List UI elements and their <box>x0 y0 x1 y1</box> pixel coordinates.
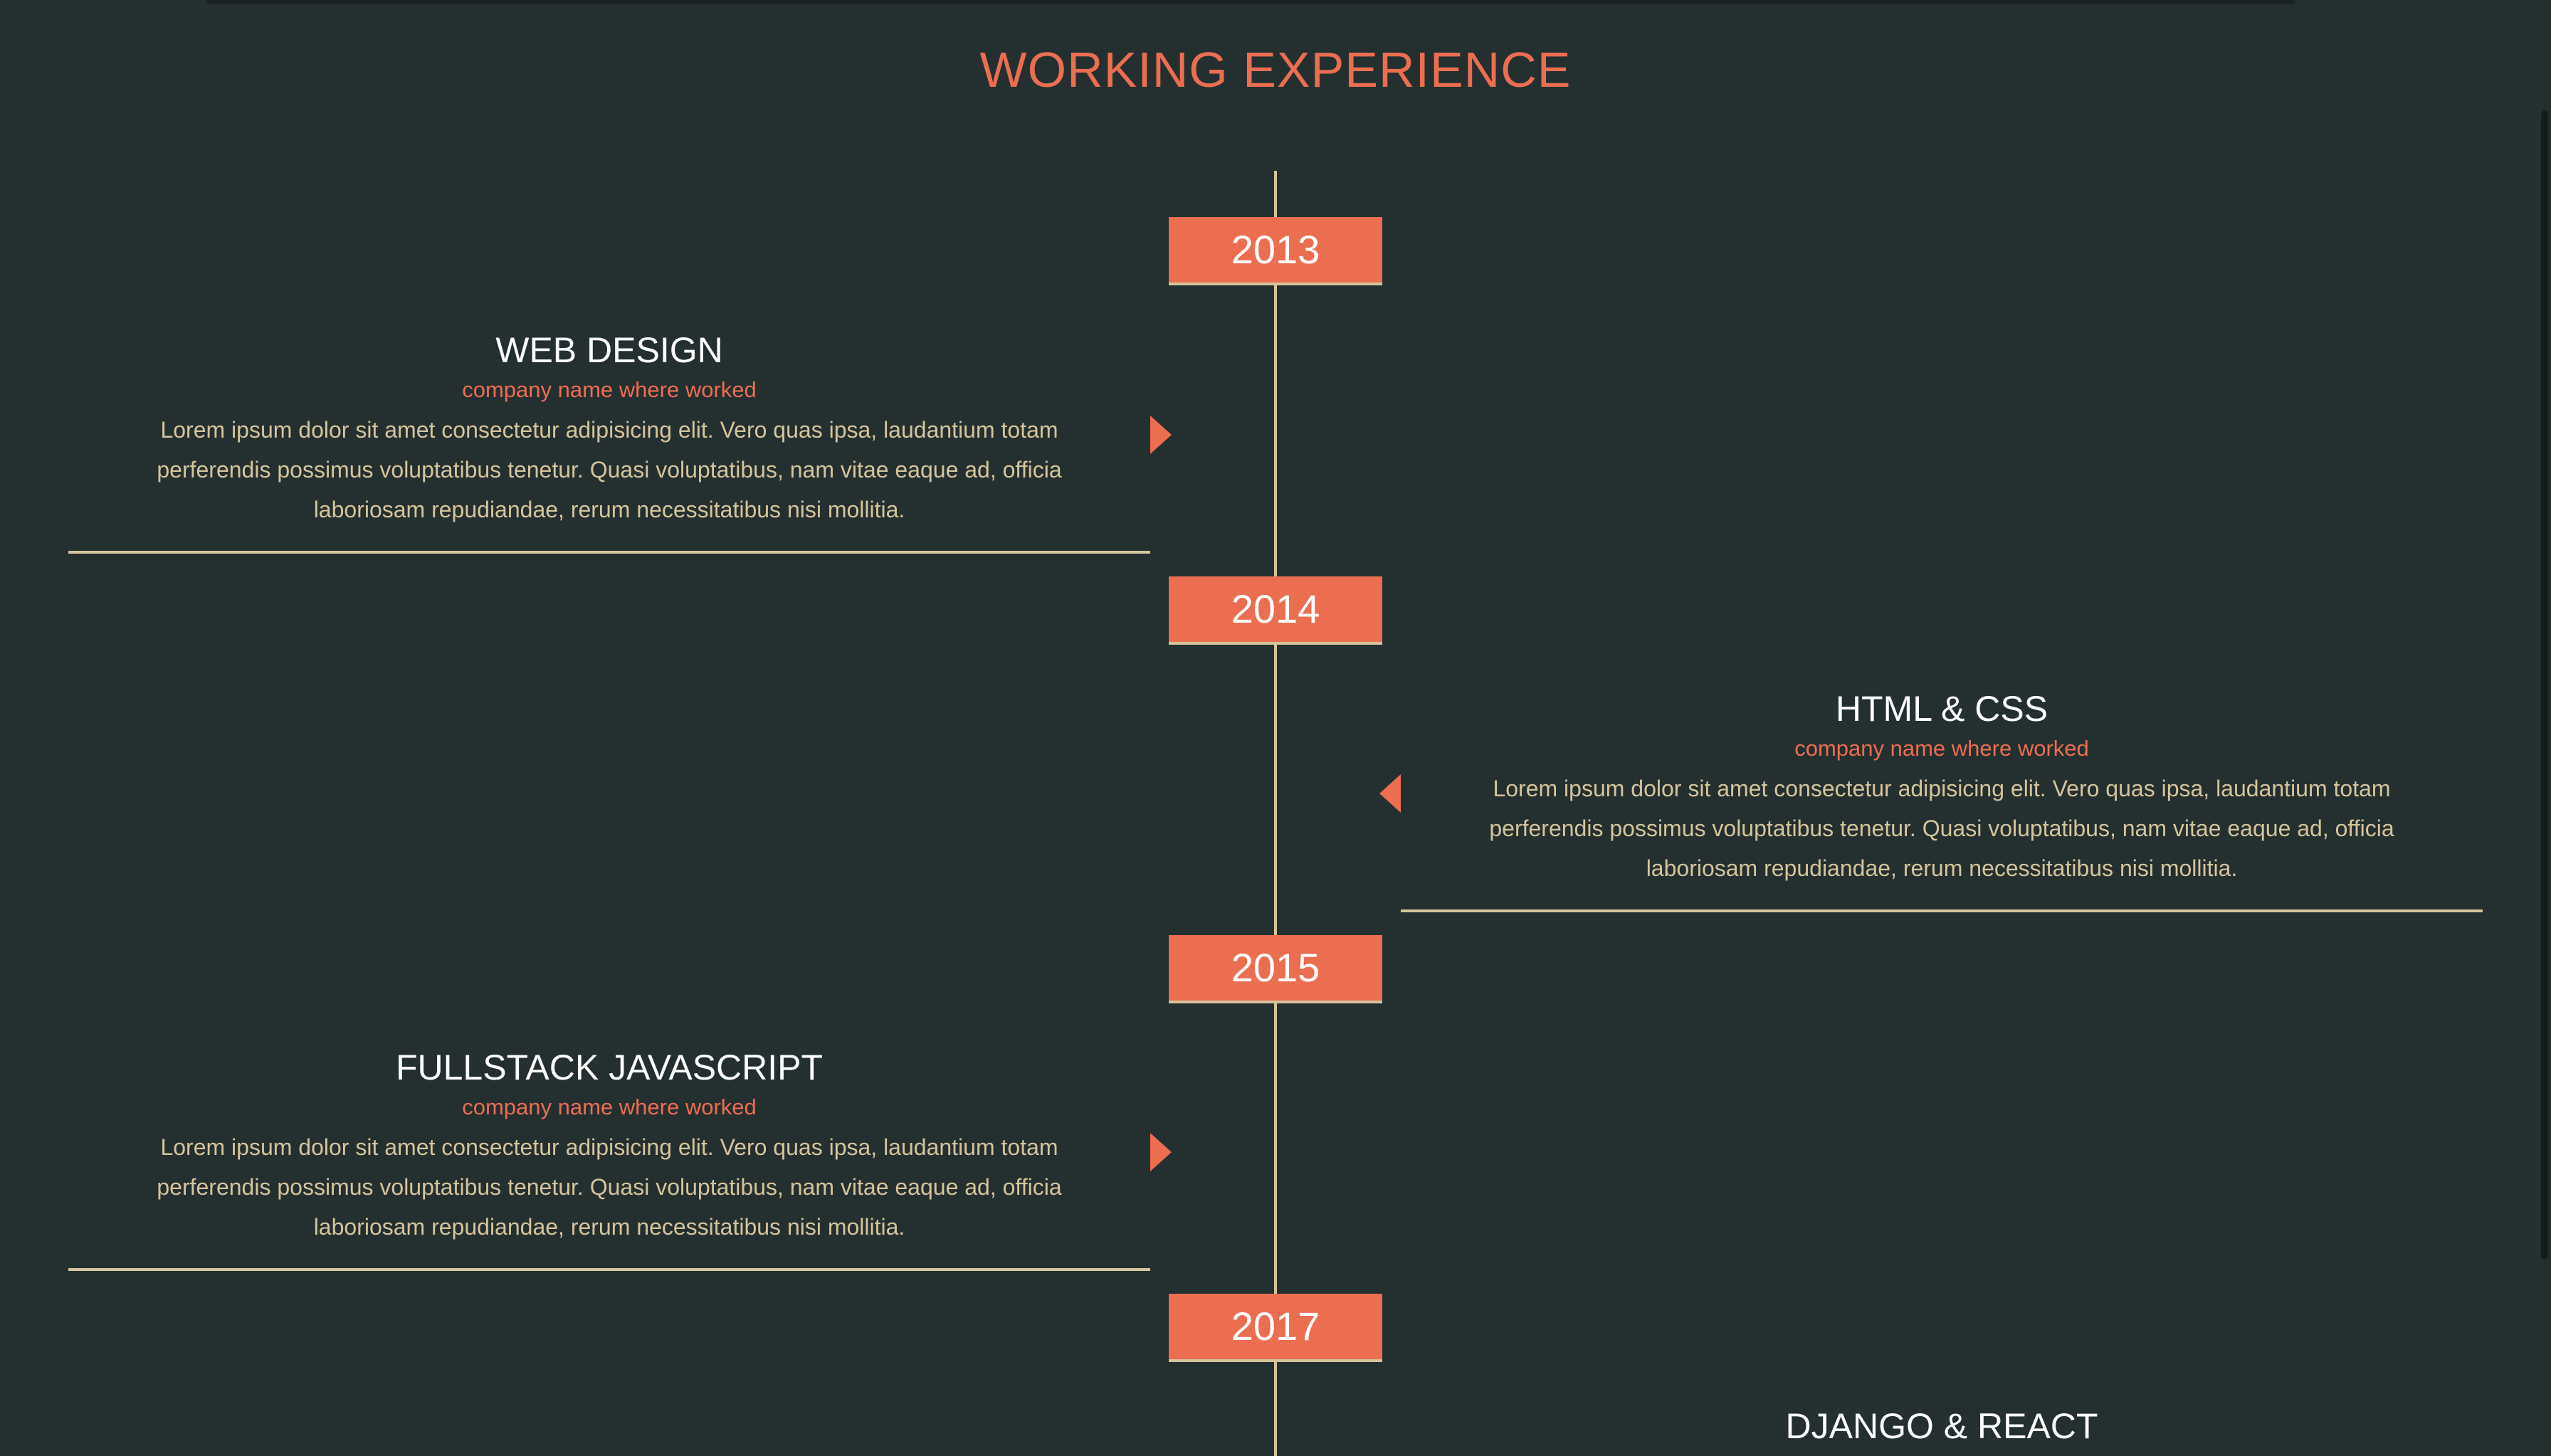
entry-title: FULLSTACK JAVASCRIPT <box>395 1048 824 1087</box>
timeline-entry-web-design: WEB DESIGN company name where worked Lor… <box>68 329 1150 529</box>
entry-title: WEB DESIGN <box>495 330 723 370</box>
entry-description: Lorem ipsum dolor sit amet consectetur a… <box>157 417 1062 522</box>
timeline-entry-html-css: HTML & CSS company name where worked Lor… <box>1401 687 2483 888</box>
entry-divider <box>1401 909 2483 912</box>
entry-company: company name where worked <box>462 1094 757 1119</box>
entry-title: DJANGO & REACT <box>1785 1406 2098 1446</box>
year-badge-2014: 2014 <box>1169 576 1382 645</box>
entry-pointer-arrow-icon <box>1150 416 1172 454</box>
entry-title: HTML & CSS <box>1835 689 2048 729</box>
section-title: WORKING EXPERIENCE <box>979 42 1572 97</box>
entry-company: company name where worked <box>1794 736 2089 761</box>
window-top-edge <box>206 0 2295 4</box>
entry-description: Lorem ipsum dolor sit amet consectetur a… <box>157 1134 1062 1240</box>
year-badge-2015: 2015 <box>1169 935 1382 1003</box>
year-badge-2013: 2013 <box>1169 217 1382 285</box>
year-badge-2017: 2017 <box>1169 1294 1382 1362</box>
entry-divider <box>68 1268 1150 1271</box>
timeline-line <box>1274 171 1277 1456</box>
entry-company: company name where worked <box>462 377 757 402</box>
entry-pointer-arrow-icon <box>1379 774 1401 813</box>
entry-divider <box>68 551 1150 554</box>
entry-description: Lorem ipsum dolor sit amet consectetur a… <box>1489 776 2394 881</box>
timeline-entry-django-react: DJANGO & REACT <box>1401 1405 2483 1447</box>
timeline-entry-fullstack-javascript: FULLSTACK JAVASCRIPT company name where … <box>68 1046 1150 1247</box>
scrollbar[interactable] <box>2541 110 2548 1260</box>
entry-pointer-arrow-icon <box>1150 1133 1172 1171</box>
